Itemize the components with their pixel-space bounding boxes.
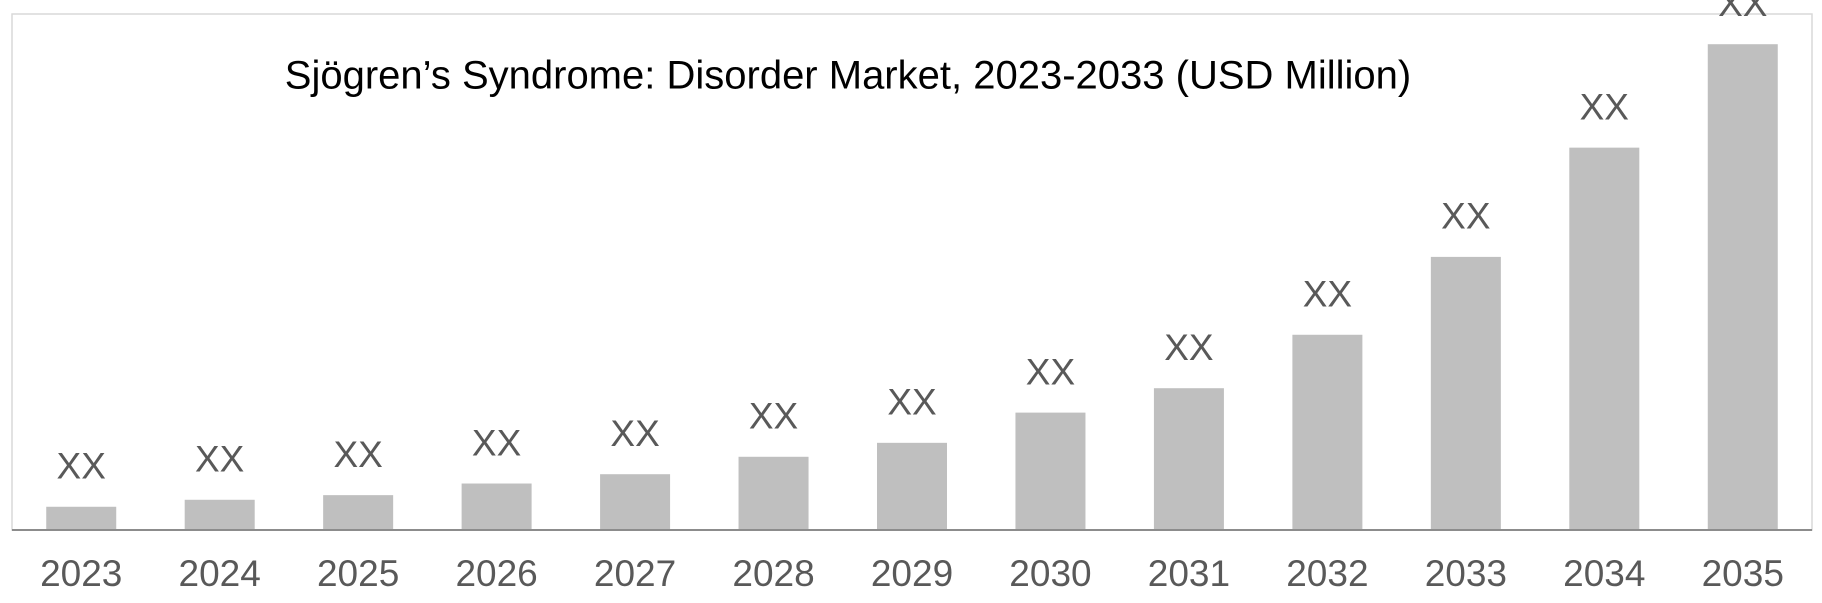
value-label: XX — [57, 446, 106, 487]
value-label: XX — [887, 382, 936, 423]
bar — [46, 506, 117, 530]
value-label: XX — [333, 434, 382, 475]
value-label: XX — [610, 413, 659, 454]
x-tick-label: 2029 — [871, 553, 953, 594]
value-label: XX — [1303, 274, 1352, 315]
bar — [1015, 412, 1086, 530]
chart-title: Sjögren’s Syndrome: Disorder Market, 202… — [285, 54, 1411, 98]
value-label: XX — [472, 422, 521, 463]
bar — [877, 442, 947, 530]
x-tick-label: 2034 — [1563, 553, 1645, 594]
value-label: XX — [1026, 351, 1075, 392]
x-tick-label: 2025 — [317, 553, 399, 594]
bar — [600, 474, 671, 530]
bar — [738, 456, 809, 530]
x-tick-label: 2031 — [1148, 553, 1230, 594]
bar — [323, 495, 394, 530]
x-tick-label: 2028 — [732, 553, 814, 594]
value-label: XX — [195, 439, 244, 480]
value-label: XX — [1441, 196, 1490, 237]
value-label: XX — [749, 396, 798, 437]
x-tick-label: 2023 — [40, 553, 122, 594]
bar — [461, 483, 532, 530]
x-tick-label: 2026 — [455, 553, 537, 594]
x-tick-label: 2035 — [1702, 553, 1784, 594]
bar — [1707, 44, 1778, 530]
bar — [1292, 334, 1363, 530]
x-tick-label: 2032 — [1286, 553, 1368, 594]
bar — [184, 499, 255, 530]
value-label: XX — [1580, 86, 1629, 127]
value-label: XX — [1164, 327, 1213, 368]
x-tick-label: 2030 — [1009, 553, 1091, 594]
x-tick-label: 2024 — [179, 553, 261, 594]
x-tick-label: 2027 — [594, 553, 676, 594]
bar — [1569, 147, 1640, 530]
value-label: XX — [1718, 0, 1767, 24]
x-tick-label: 2033 — [1425, 553, 1507, 594]
bar — [1430, 256, 1501, 530]
bar — [1153, 388, 1224, 530]
